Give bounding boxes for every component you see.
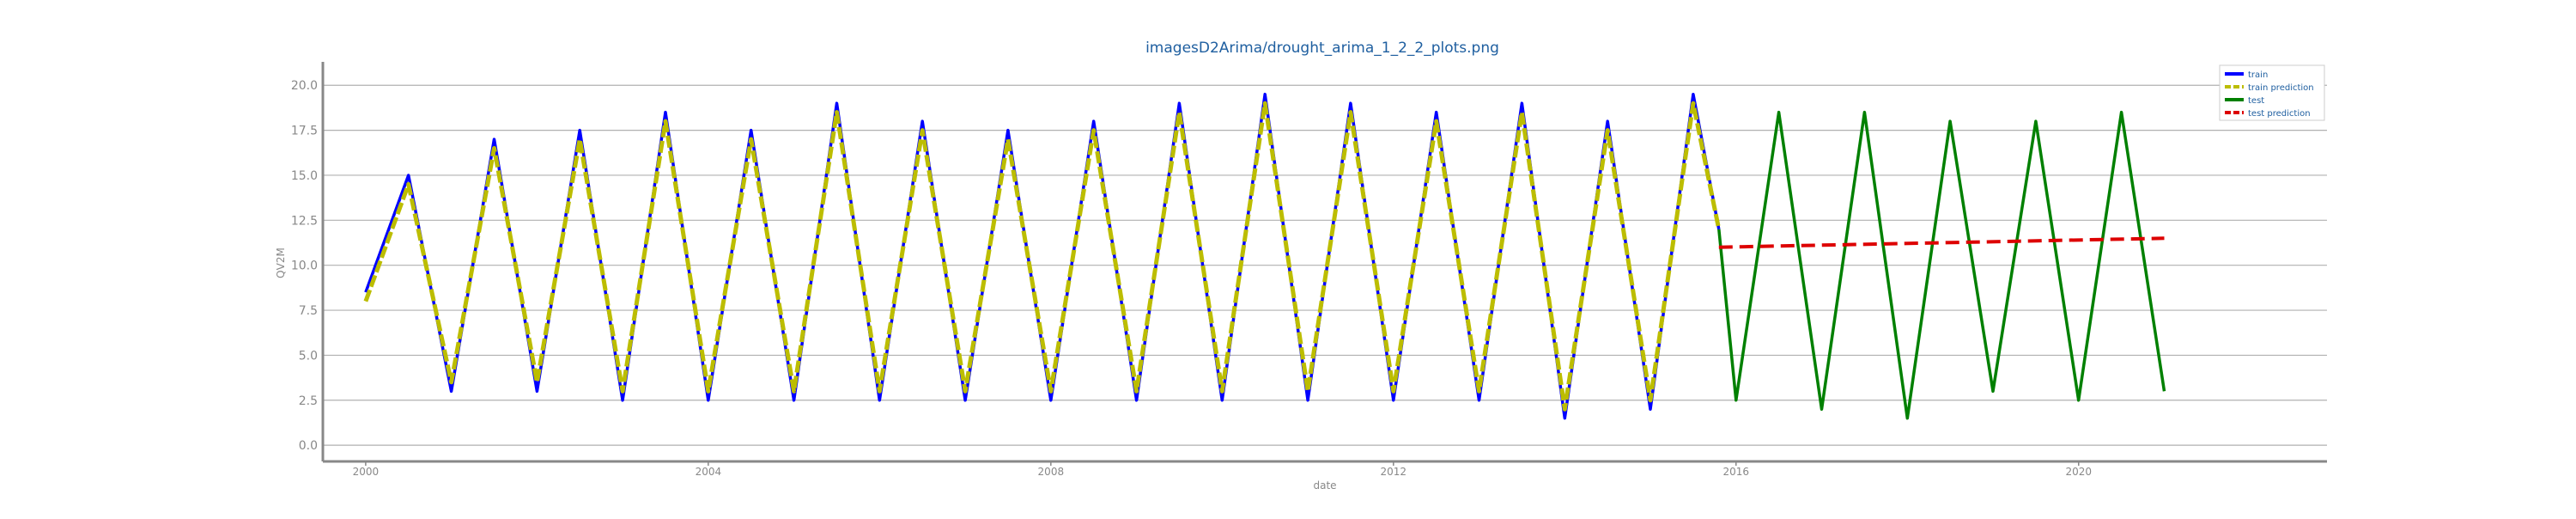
y-tick-label: 17.5: [291, 125, 318, 138]
x-tick-label: 2008: [1038, 466, 1065, 478]
y-tick-label: 15.0: [291, 169, 318, 183]
x-tick-label: 2016: [1722, 466, 1749, 478]
legend: train train prediction test test prediction: [2219, 64, 2325, 121]
x-tick-label: 2000: [353, 466, 380, 478]
legend-label: test prediction: [2248, 109, 2311, 119]
y-tick-label: 0.0: [299, 439, 318, 453]
series-lines: [363, 92, 2166, 420]
y-tick-label: 7.5: [299, 304, 318, 318]
y-tick-label: 2.5: [299, 394, 318, 408]
x-tick-label: 2020: [2065, 466, 2092, 478]
y-tick-labels: 0.0 2.5 5.0 7.5 10.0 12.5 15.0 17.5 20.0: [291, 79, 318, 453]
y-tick-label: 10.0: [291, 260, 318, 273]
y-tick-label: 12.5: [291, 214, 318, 228]
y-axis-label: QV2M: [275, 247, 287, 278]
chart-title: imagesD2Arima/drought_arima_1_2_2_plots.…: [1145, 40, 1499, 57]
series-line-train-prediction: [363, 101, 1722, 412]
y-tick-label: 20.0: [291, 79, 318, 93]
legend-label: train: [2248, 70, 2268, 80]
series-line-train: [364, 92, 1721, 420]
x-tick-label: 2012: [1381, 466, 1407, 478]
series-line-test-prediction: [1718, 236, 2165, 249]
legend-label: train prediction: [2248, 83, 2314, 93]
legend-label: test: [2248, 96, 2264, 106]
series-line-test: [1717, 110, 2166, 420]
x-tick-label: 2004: [696, 466, 722, 478]
x-tick-labels: 2000 2004 2008 2012 2016 2020: [353, 461, 2092, 478]
x-axis-label: date: [1313, 479, 1336, 492]
axes: [321, 62, 2327, 463]
y-tick-label: 5.0: [299, 349, 318, 363]
